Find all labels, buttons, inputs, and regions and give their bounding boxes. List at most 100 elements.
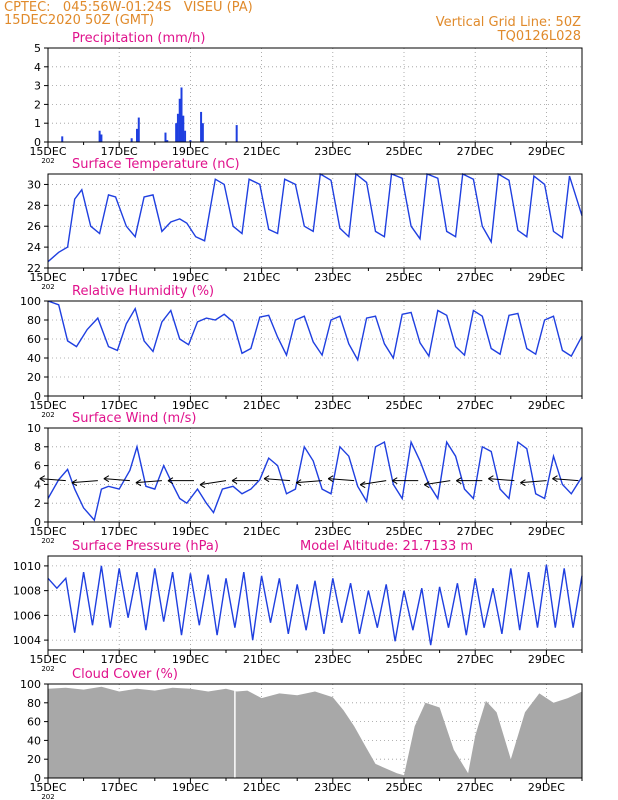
y-tick-label: 10 (27, 422, 41, 435)
x-tick-label: 29DEC (528, 271, 565, 284)
header-grid-note: Vertical Grid Line: 50Z (435, 15, 581, 30)
x-tick-label: 17DEC (101, 399, 138, 412)
precip-bar (130, 138, 133, 142)
wind-arrow-head (359, 481, 366, 489)
x-tick-label: 19DEC (172, 399, 209, 412)
wind-arrow-head (391, 477, 398, 485)
precip-bar (189, 140, 192, 142)
x-tick-label: 19DEC (172, 145, 209, 158)
x-tick-label: 15DEC (29, 653, 66, 666)
x-tick-label: 21DEC (243, 271, 280, 284)
x-year-label: 202 (41, 793, 54, 800)
x-tick-label: 21DEC (243, 525, 280, 538)
x-tick-label: 23DEC (314, 525, 351, 538)
cloud-cover-area (48, 686, 582, 778)
precip-bar (200, 111, 203, 142)
y-tick-label: 3 (34, 80, 41, 93)
x-tick-label: 29DEC (528, 525, 565, 538)
panel-title: Surface Pressure (hPa) (72, 539, 219, 554)
wind-arrow-head (295, 479, 302, 487)
panel-5: 1004 1006 1008 1010 15DEC 17DEC 19DEC 21DEC 23DE… (13, 539, 583, 673)
y-tick-label: 5 (34, 42, 41, 55)
y-tick-label: 80 (27, 314, 41, 327)
precip-bar (176, 113, 179, 142)
x-year-label: 202 (41, 537, 54, 545)
y-tick-label: 30 (27, 178, 41, 191)
wind-arrow-head (135, 479, 142, 487)
x-tick-label: 27DEC (457, 145, 494, 158)
x-tick-label: 23DEC (314, 145, 351, 158)
wind-arrow-head (552, 475, 558, 483)
panel-frame (47, 683, 583, 779)
x-tick-label: 25DEC (385, 271, 422, 284)
y-tick-label: 8 (34, 441, 41, 454)
wind-arrow (264, 478, 291, 482)
panel-title: Cloud Cover (%) (72, 667, 178, 682)
series-line (47, 300, 583, 362)
y-tick-label: 0 (34, 516, 41, 529)
precip-bar (201, 123, 204, 142)
x-tick-label: 17DEC (101, 653, 138, 666)
panel-frame (47, 173, 583, 269)
x-tick-label: 21DEC (243, 399, 280, 412)
y-tick-label: 40 (27, 352, 41, 365)
wind-arrow-head (520, 479, 526, 487)
panel-4: 0 2 4 6 8 10 15DEC 17DEC 19DEC 21DEC 23DEC 25DEC 27D… (27, 411, 583, 545)
wind-arrow-head (103, 475, 110, 483)
wind-arrow (71, 480, 98, 484)
wind-arrow (103, 478, 130, 482)
y-tick-label: 1 (34, 117, 41, 130)
x-tick-label: 15DEC (29, 399, 66, 412)
precip-bar (175, 123, 178, 142)
y-tick-label: 40 (27, 734, 41, 747)
wind-arrow-head (199, 481, 206, 489)
x-tick-label: 27DEC (457, 271, 494, 284)
panel-frame (47, 427, 583, 523)
x-tick-label: 27DEC (457, 653, 494, 666)
x-tick-label: 29DEC (528, 781, 565, 794)
x-year-label: 202 (41, 283, 54, 291)
x-tick-label: 17DEC (101, 525, 138, 538)
x-year-label: 202 (41, 665, 54, 673)
y-tick-label: 80 (27, 697, 41, 710)
precip-bar (61, 136, 64, 142)
precip-bar (178, 98, 181, 142)
y-tick-label: 24 (27, 241, 41, 254)
wind-arrow-head (456, 477, 462, 485)
x-tick-label: 25DEC (385, 399, 422, 412)
x-tick-label: 15DEC (29, 525, 66, 538)
precip-bar (100, 134, 103, 142)
x-tick-label: 15DEC (29, 271, 66, 284)
wind-arrow (360, 480, 387, 486)
panel-6: 0 20 40 60 80 100 15DEC 17DEC 19DEC 21DEC 23DEC 25D… (20, 667, 583, 800)
y-tick-label: 20 (27, 371, 41, 384)
x-tick-label: 27DEC (457, 399, 494, 412)
y-tick-label: 20 (27, 753, 41, 766)
series-line (47, 564, 583, 646)
wind-arrow (135, 480, 162, 484)
header-location: CPTEC: 045:56W-01:24S VISEU (PA) (4, 0, 253, 15)
wind-arrow (552, 478, 579, 482)
y-tick-label: 100 (20, 295, 41, 308)
panel-title: Precipitation (mm/h) (72, 31, 205, 46)
y-tick-label: 2 (34, 497, 41, 510)
wind-arrow (39, 478, 66, 482)
x-tick-label: 25DEC (385, 781, 422, 794)
x-tick-label: 21DEC (243, 781, 280, 794)
precip-bar (235, 125, 238, 142)
x-tick-label: 15DEC (29, 145, 66, 158)
x-tick-label: 23DEC (314, 399, 351, 412)
precip-bar (184, 130, 187, 142)
panel-1: 0 1 2 3 4 5 15DEC 17DEC 19DEC 21DEC 23DEC 25DEC 27DE… (29, 31, 583, 165)
y-tick-label: 4 (34, 478, 41, 491)
y-tick-label: 28 (27, 199, 41, 212)
wind-arrow (296, 480, 323, 484)
x-tick-label: 19DEC (172, 271, 209, 284)
precip-bar (180, 87, 183, 142)
x-tick-label: 29DEC (528, 145, 565, 158)
x-tick-label: 25DEC (385, 653, 422, 666)
x-tick-label: 23DEC (314, 653, 351, 666)
y-tick-label: 2 (34, 98, 41, 111)
wind-arrow-head (424, 481, 430, 489)
